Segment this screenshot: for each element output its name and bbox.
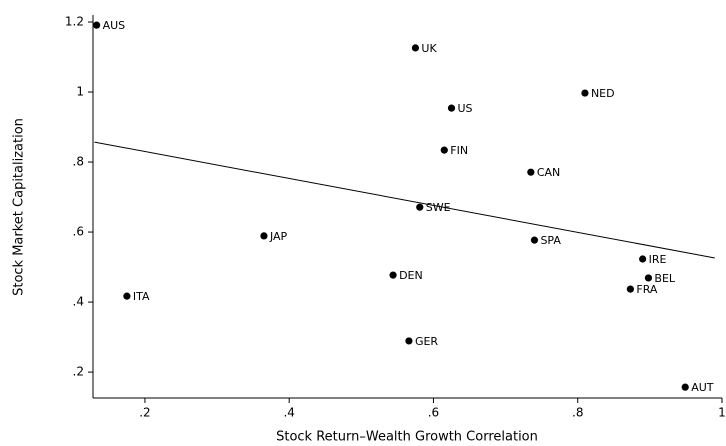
point	[527, 168, 535, 176]
point-label: AUS	[103, 19, 126, 32]
point	[644, 274, 653, 282]
point-label: FIN	[450, 144, 468, 157]
x-tick-label: .8	[572, 406, 583, 420]
point-label: US	[458, 102, 473, 115]
point-label: FRA	[636, 283, 658, 296]
point	[411, 44, 420, 52]
point	[447, 104, 456, 112]
x-tick-label: 1	[718, 406, 726, 420]
point-label: AUT	[691, 381, 714, 394]
y-tick-label: 1.2	[65, 15, 84, 29]
y-tick-label: 1	[76, 85, 84, 99]
point-label: ITA	[133, 290, 150, 303]
point	[123, 292, 131, 300]
point	[440, 146, 448, 154]
y-tick-label: .4	[73, 295, 84, 309]
point	[626, 285, 634, 293]
point	[639, 255, 647, 263]
point-label: NED	[591, 87, 615, 100]
point-label: UK	[421, 42, 437, 55]
point-label: SWE	[426, 201, 451, 214]
point-label: BEL	[654, 272, 675, 285]
x-axis-title: Stock Return–Wealth Growth Correlation	[276, 430, 538, 445]
point-label: SPA	[540, 234, 561, 247]
point	[681, 383, 689, 391]
y-tick-label: .2	[73, 365, 84, 379]
point-label: CAN	[537, 166, 560, 179]
y-tick-label: .6	[73, 225, 84, 239]
point-label: JAP	[269, 230, 288, 243]
point-label: GER	[415, 335, 438, 348]
y-axis-title: Stock Market Capitalization	[12, 118, 27, 296]
x-tick-label: .2	[139, 406, 150, 420]
point-label: DEN	[399, 269, 423, 282]
point	[416, 203, 424, 211]
point	[581, 89, 589, 97]
fit-line	[94, 141, 715, 259]
point	[530, 236, 539, 244]
point	[389, 271, 397, 279]
x-tick-label: .6	[428, 406, 439, 420]
point	[260, 232, 268, 240]
point	[93, 21, 101, 29]
x-tick-label: .4	[283, 406, 294, 420]
point	[405, 337, 413, 345]
y-tick-label: .8	[73, 155, 84, 169]
point-label: IRE	[649, 253, 667, 266]
